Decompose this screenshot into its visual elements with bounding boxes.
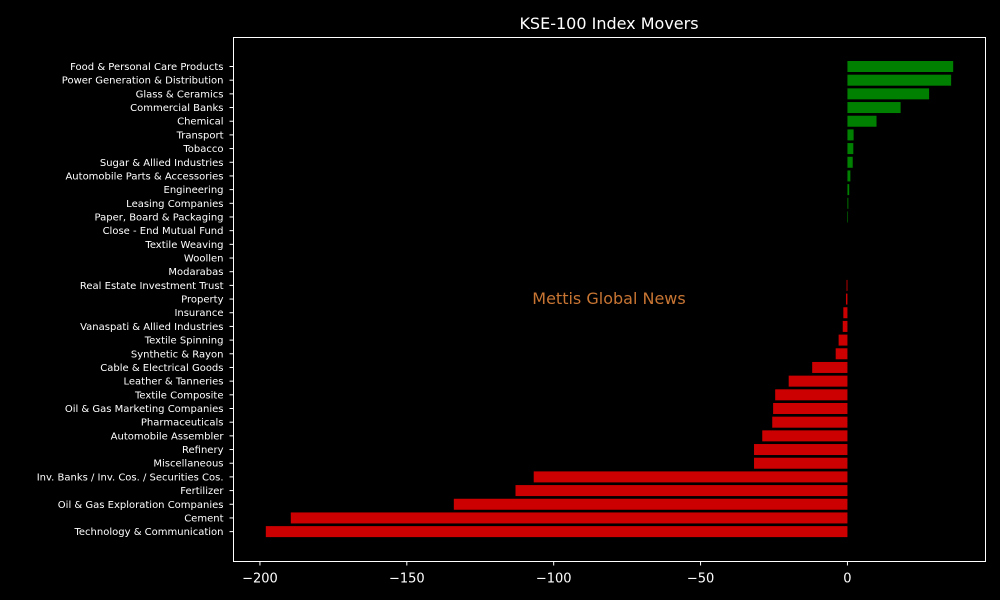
category-label-1: Power Generation & Distribution xyxy=(62,76,224,87)
category-label-8: Automobile Parts & Accessories xyxy=(65,171,223,182)
bar-28 xyxy=(754,444,848,456)
category-label-29: Miscellaneous xyxy=(153,459,223,470)
bar-4 xyxy=(847,115,877,127)
category-label-12: Close - End Mutual Fund xyxy=(103,226,224,237)
category-label-6: Tobacco xyxy=(182,144,223,155)
category-label-14: Woollen xyxy=(184,254,224,265)
x-tick-label-1: −150 xyxy=(389,572,425,587)
category-label-3: Commercial Banks xyxy=(130,103,223,114)
category-label-11: Paper, Board & Packaging xyxy=(95,212,224,223)
bar-29 xyxy=(754,457,848,469)
bar-5 xyxy=(847,129,854,141)
category-label-17: Property xyxy=(181,295,223,306)
bar-27 xyxy=(762,430,848,442)
category-label-5: Transport xyxy=(176,130,224,141)
chart-title: KSE-100 Index Movers xyxy=(519,14,698,33)
bar-18 xyxy=(843,307,848,319)
category-label-10: Leasing Companies xyxy=(126,199,223,210)
bar-26 xyxy=(772,416,848,428)
category-label-34: Technology & Communication xyxy=(74,527,224,538)
category-label-32: Oil & Gas Exploration Companies xyxy=(58,500,224,511)
watermark-annotation: Mettis Global News xyxy=(532,289,685,308)
bar-9 xyxy=(847,184,850,196)
category-label-24: Textile Composite xyxy=(134,390,223,401)
bar-6 xyxy=(847,143,854,155)
x-tick-label-4: 0 xyxy=(843,572,851,587)
bar-33 xyxy=(290,512,848,524)
category-label-19: Vanaspati & Allied Industries xyxy=(80,322,223,333)
category-labels-group: Food & Personal Care Products Power Gener… xyxy=(37,62,234,538)
category-label-13: Textile Weaving xyxy=(144,240,223,251)
category-label-9: Engineering xyxy=(164,185,224,196)
category-label-2: Glass & Ceramics xyxy=(136,89,224,100)
bar-8 xyxy=(847,170,851,182)
bar-11 xyxy=(847,211,849,223)
bar-30 xyxy=(533,471,848,483)
category-label-33: Cement xyxy=(184,513,223,524)
bar-20 xyxy=(838,334,848,346)
category-label-4: Chemical xyxy=(177,117,223,128)
bar-0 xyxy=(847,61,954,72)
category-label-26: Pharmaceuticals xyxy=(141,418,224,429)
bar-19 xyxy=(842,320,848,332)
bars-group xyxy=(265,61,954,538)
category-label-23: Leather & Tanneries xyxy=(123,377,223,388)
category-label-25: Oil & Gas Marketing Companies xyxy=(65,404,224,415)
bar-2 xyxy=(847,88,930,100)
category-label-15: Modarabas xyxy=(168,267,223,278)
bar-16 xyxy=(846,279,848,291)
x-tick-label-3: −50 xyxy=(687,572,714,587)
bar-34 xyxy=(265,526,848,538)
bar-25 xyxy=(773,403,848,414)
category-label-20: Textile Spinning xyxy=(144,336,224,347)
bar-23 xyxy=(788,375,848,387)
category-label-22: Cable & Electrical Goods xyxy=(100,363,223,374)
bar-24 xyxy=(775,389,848,401)
bar-31 xyxy=(515,485,848,497)
x-tick-label-0: −200 xyxy=(242,572,278,587)
bar-1 xyxy=(847,74,952,86)
category-label-31: Fertilizer xyxy=(180,486,224,497)
category-label-0: Food & Personal Care Products xyxy=(70,62,223,73)
x-tick-label-2: −100 xyxy=(536,572,572,587)
category-label-28: Refinery xyxy=(182,445,224,456)
bar-22 xyxy=(812,361,848,373)
bar-7 xyxy=(847,156,853,168)
bar-3 xyxy=(847,102,901,114)
category-label-7: Sugar & Allied Industries xyxy=(100,158,224,169)
bar-32 xyxy=(453,498,848,510)
category-label-30: Inv. Banks / Inv. Cos. / Securities Cos. xyxy=(37,472,224,483)
x-ticks-group: −200 −150 −100 −50 0 xyxy=(242,561,852,587)
category-label-21: Synthetic & Rayon xyxy=(131,349,224,360)
category-label-16: Real Estate Investment Trust xyxy=(80,281,224,292)
bar-21 xyxy=(835,348,848,360)
bar-17 xyxy=(845,293,848,305)
bar-10 xyxy=(847,197,849,209)
category-label-18: Insurance xyxy=(174,308,223,319)
category-label-27: Automobile Assembler xyxy=(111,431,225,442)
